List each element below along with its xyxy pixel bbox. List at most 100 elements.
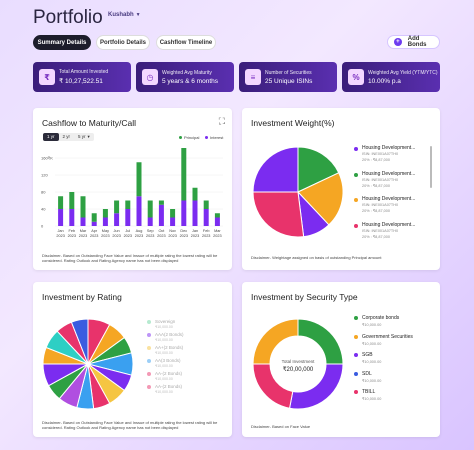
bar-interest[interactable] bbox=[158, 204, 164, 226]
cashflow-card: Cashflow to Maturity/Call ⛶ 1 yr 2 yr 5 … bbox=[33, 108, 232, 270]
list-item[interactable]: TBILL ₹10,000.00 bbox=[354, 389, 434, 408]
bar-interest[interactable] bbox=[125, 209, 131, 226]
bar-principal[interactable] bbox=[91, 213, 97, 222]
list-item[interactable]: AA+(2 Bonds) ₹10,000.00 bbox=[147, 345, 227, 358]
list-item[interactable]: SDL ₹10,000.00 bbox=[354, 371, 434, 390]
stack-icon: ≡ bbox=[245, 69, 261, 85]
bar-principal[interactable] bbox=[192, 187, 198, 201]
user-menu[interactable]: Kushabh ▼ bbox=[108, 12, 141, 18]
pie-slice[interactable] bbox=[252, 146, 299, 193]
kpi-value: 10.00% p.a bbox=[368, 77, 401, 85]
bar-principal[interactable] bbox=[58, 196, 64, 209]
item-name: TBILL bbox=[362, 389, 376, 395]
list-item[interactable]: Corporate bonds ₹10,000.00 bbox=[354, 315, 434, 334]
bar-interest[interactable] bbox=[170, 217, 176, 227]
donut-slice[interactable] bbox=[252, 318, 299, 365]
list-item[interactable]: Sovereign ₹10,000.00 bbox=[147, 319, 227, 332]
bar-interest[interactable] bbox=[114, 213, 120, 226]
y-tick-label: 80 bbox=[41, 190, 46, 195]
donut-slice[interactable] bbox=[297, 318, 344, 365]
legend-dot bbox=[354, 390, 358, 394]
bar-principal[interactable] bbox=[80, 196, 86, 218]
tab-portfolio-details[interactable]: Portfolio Details bbox=[96, 35, 150, 50]
pie-slice[interactable] bbox=[252, 191, 305, 238]
bar-principal[interactable] bbox=[170, 209, 176, 218]
bar-principal[interactable] bbox=[158, 200, 164, 205]
bar-interest[interactable] bbox=[136, 196, 142, 226]
item-name: Sovereign bbox=[155, 319, 176, 324]
bar-principal[interactable] bbox=[125, 200, 131, 210]
list-item[interactable]: AA-(2 Bonds) ₹10,000.00 bbox=[147, 384, 227, 397]
x-tick-label: 2023 bbox=[146, 234, 154, 238]
x-tick-label: 2023 bbox=[202, 234, 210, 238]
item-name: AAA(2 Bonds) bbox=[155, 332, 184, 338]
item-amount: 20% : ₹8,87,000 bbox=[362, 183, 390, 188]
tab-cashflow-timeline[interactable]: Cashflow Timeline bbox=[156, 35, 216, 50]
bar-principal[interactable] bbox=[147, 200, 153, 218]
bar-principal[interactable] bbox=[203, 200, 209, 210]
list-item[interactable]: Housing Development... ISIN: INE001A07TH0… bbox=[354, 171, 434, 197]
bar-principal[interactable] bbox=[69, 192, 75, 209]
item-isin: ISIN: INE001A07TH0 bbox=[362, 228, 399, 233]
period-tab-2yr[interactable]: 2 yr bbox=[62, 134, 71, 139]
bar-interest[interactable] bbox=[147, 217, 153, 227]
item-name: Housing Development... bbox=[362, 170, 416, 177]
item-amount: ₹10,000.00 bbox=[155, 351, 173, 356]
kpi-label: Total Amount Invested bbox=[59, 69, 109, 75]
bar-interest[interactable] bbox=[181, 200, 187, 227]
x-tick-label: 2023 bbox=[168, 234, 176, 238]
bar-interest[interactable] bbox=[69, 209, 75, 226]
pie-slice[interactable] bbox=[297, 146, 340, 193]
bar-interest[interactable] bbox=[58, 209, 64, 226]
list-item[interactable]: Government Securities ₹10,000.00 bbox=[354, 334, 434, 353]
investment-type-title: Investment by Security Type bbox=[251, 292, 358, 302]
item-amount: ₹10,000.00 bbox=[155, 325, 173, 329]
period-tab-1yr[interactable]: 1 yr bbox=[43, 133, 59, 141]
kpi-label: Weighted Avg Yield (YTM/YTC) bbox=[368, 69, 438, 76]
bar-interest[interactable] bbox=[102, 217, 108, 227]
pie-slice[interactable] bbox=[297, 172, 344, 226]
x-tick-label: Feb bbox=[69, 229, 76, 233]
list-item[interactable]: AAA(2 Bonds) ₹10,000.00 bbox=[147, 332, 227, 345]
x-tick-label: Oct bbox=[158, 229, 165, 233]
list-item[interactable]: Housing Development... ISIN: INE001A07TH0… bbox=[354, 222, 434, 248]
legend-dot bbox=[354, 371, 358, 376]
bar-interest[interactable] bbox=[91, 221, 97, 226]
item-amount: ₹10,000.00 bbox=[155, 364, 173, 369]
pie-slice[interactable] bbox=[70, 318, 89, 365]
x-tick-label: Aug bbox=[136, 229, 143, 233]
rating-disclaimer: Disclaimer- Based on Outstanding Face Va… bbox=[42, 420, 218, 430]
expand-icon[interactable]: ⛶ bbox=[218, 116, 225, 126]
kpi-number-securities: ≡ Number of Securities 25 Unique ISINs bbox=[239, 62, 337, 92]
bar-principal[interactable] bbox=[181, 148, 187, 201]
item-name: Government Securities bbox=[362, 333, 413, 340]
add-bonds-button[interactable]: + Add Bonds bbox=[387, 35, 440, 49]
bar-principal[interactable] bbox=[102, 209, 108, 218]
bar-interest[interactable] bbox=[203, 209, 209, 226]
list-item[interactable]: Housing Development... ISIN: INE001A07TH0… bbox=[354, 145, 434, 171]
item-name: Housing Development... bbox=[362, 196, 416, 203]
scrollbar[interactable] bbox=[430, 146, 432, 188]
bar-interest[interactable] bbox=[214, 217, 220, 227]
item-amount: 20% : ₹8,87,000 bbox=[362, 234, 390, 239]
list-item[interactable]: AA(3 Bonds) ₹10,000.00 bbox=[147, 358, 227, 371]
bar-principal[interactable] bbox=[214, 213, 220, 218]
period-tab-5yr[interactable]: 5 yr ▾ bbox=[74, 133, 94, 141]
top-bar: Portfolio Kushabh ▼ Summary Details Portf… bbox=[0, 0, 474, 58]
list-item[interactable]: Housing Development... ISIN: INE001A07TH0… bbox=[354, 196, 434, 222]
x-tick-label: Jan bbox=[58, 229, 64, 233]
bar-principal[interactable] bbox=[114, 200, 120, 214]
bar-interest[interactable] bbox=[192, 200, 198, 227]
kpi-value: 25 Unique ISINs bbox=[265, 77, 313, 85]
kpi-label: Number of Securities bbox=[265, 69, 312, 76]
legend-dot bbox=[147, 372, 151, 377]
donut-center-label: Total Investment bbox=[281, 359, 315, 364]
x-tick-label: Nov bbox=[169, 229, 176, 233]
bar-principal[interactable] bbox=[136, 162, 142, 197]
kpi-value: 5 years & 6 months bbox=[162, 77, 218, 85]
item-name: SGB bbox=[362, 352, 373, 358]
bar-interest[interactable] bbox=[80, 217, 86, 227]
list-item[interactable]: SGB ₹10,000.00 bbox=[354, 352, 434, 371]
list-item[interactable]: AA-(2 Bonds) ₹10,000.00 bbox=[147, 371, 227, 384]
tab-summary-details[interactable]: Summary Details bbox=[33, 35, 91, 50]
